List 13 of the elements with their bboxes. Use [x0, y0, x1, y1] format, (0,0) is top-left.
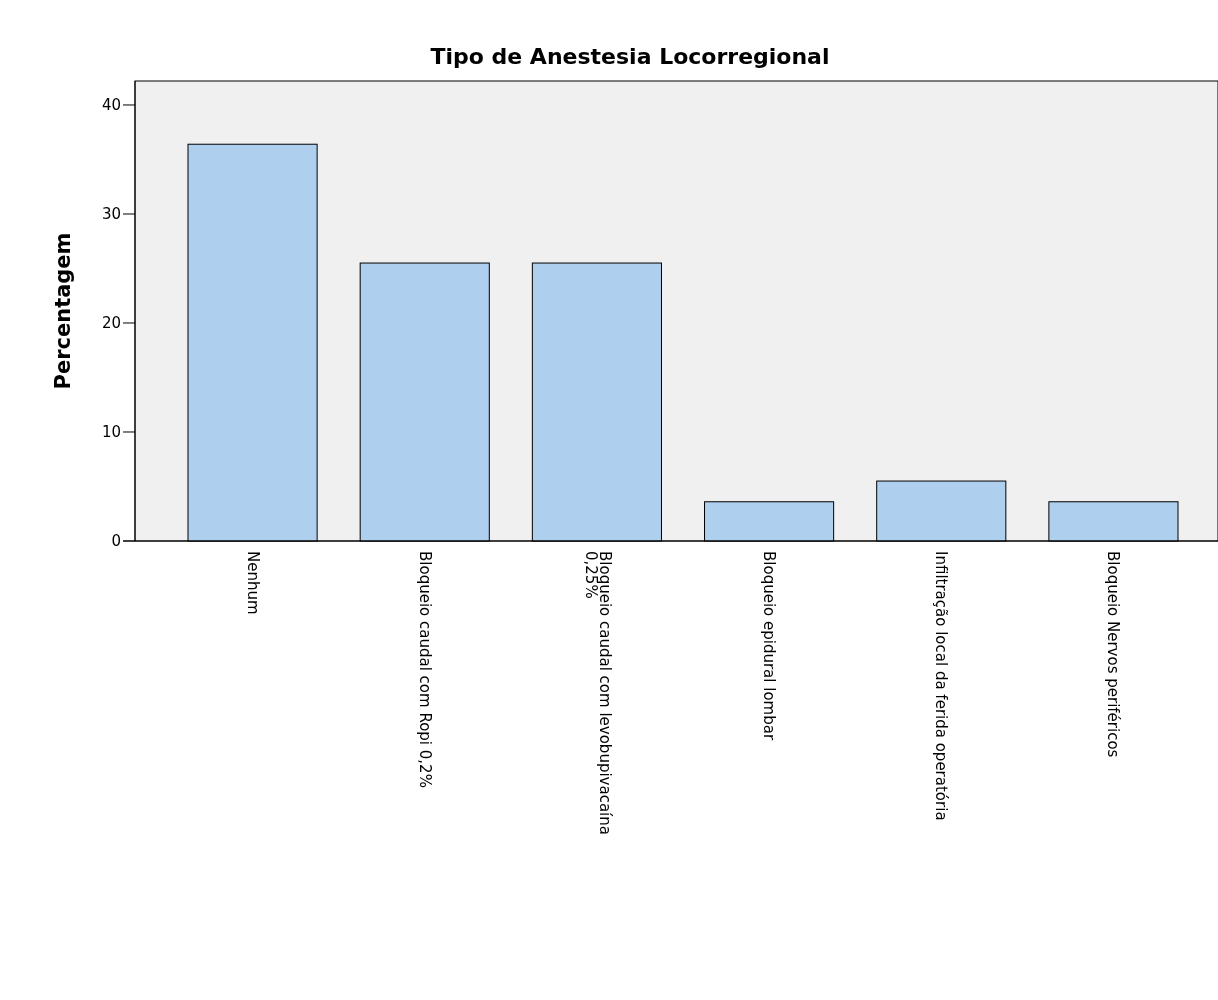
- y-tick-label: 30: [101, 205, 121, 224]
- chart-title: Tipo de Anestesia Locorregional: [430, 44, 830, 69]
- x-tick-label: Bloqueio caudal com Ropi 0,2%: [415, 551, 434, 788]
- x-tick-label: Bloqueio epidural lombar: [760, 551, 779, 741]
- x-tick-label: Infiltração local da ferida operatória: [932, 551, 951, 821]
- y-tick-label: 0: [111, 532, 121, 551]
- y-tick-label: 20: [101, 314, 121, 333]
- y-axis-title: Percentagem: [51, 232, 75, 390]
- y-tick-label: 40: [101, 96, 121, 115]
- x-tick-label: Nenhum: [243, 551, 262, 615]
- x-tick-label: Bloqueio Nervos periféricos: [1104, 551, 1123, 758]
- x-tick-label: Bloqueio caudal com levobupivacaína 0,25%: [581, 551, 614, 835]
- y-tick-label: 10: [101, 423, 121, 442]
